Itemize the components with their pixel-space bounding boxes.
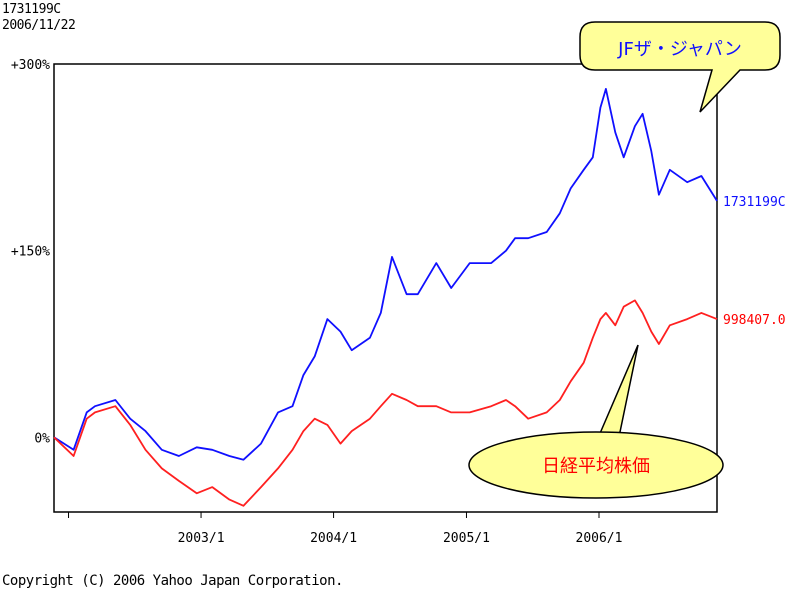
series-end-label: 1731199C — [723, 195, 786, 210]
y-tick-label: 0% — [34, 431, 50, 446]
x-tick-label: 2005/1 — [443, 531, 490, 546]
fund-callout: JFザ・ジャパン — [579, 21, 781, 113]
chart-date: 2006/11/22 — [2, 18, 76, 33]
series-end-label: 998407.0 — [723, 313, 786, 328]
series-line-index — [53, 299, 718, 507]
x-tick-label: 2003/1 — [178, 531, 225, 546]
series-line-fund — [53, 88, 718, 461]
y-tick-label: +300% — [11, 58, 50, 73]
labels: 2003/1 2004/1 2005/1 2006/1 +300% +150% 0% 1731… — [11, 58, 786, 546]
y-tick-label: +150% — [11, 245, 50, 260]
series-layer — [53, 88, 718, 507]
fund-code: 1731199C — [2, 2, 61, 17]
fund-callout-text: JFザ・ジャパン — [617, 39, 742, 60]
x-tick-label: 2006/1 — [576, 531, 623, 546]
index-callout: 日経平均株価 — [468, 344, 724, 499]
x-tick-label: 2004/1 — [310, 531, 357, 546]
copyright: Copyright (C) 2006 Yahoo Japan Corporati… — [2, 573, 343, 589]
index-callout-text: 日経平均株価 — [542, 456, 650, 477]
index-callout-ellipse — [468, 431, 724, 499]
fund-callout-bubble — [579, 21, 781, 113]
